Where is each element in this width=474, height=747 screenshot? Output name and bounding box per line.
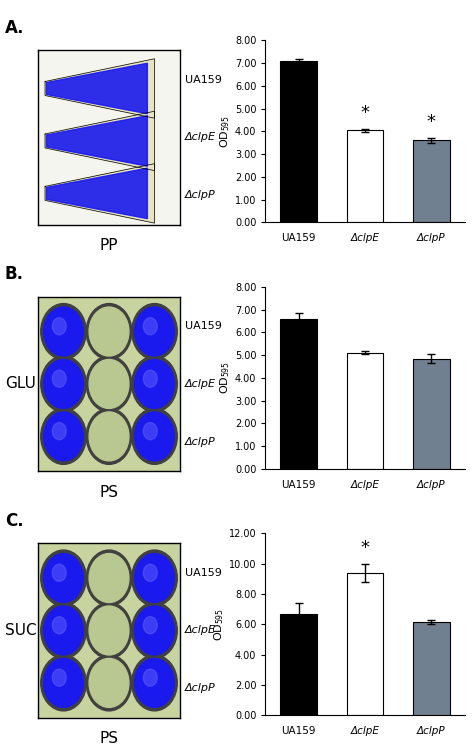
Circle shape: [86, 303, 132, 359]
Circle shape: [44, 307, 83, 356]
Circle shape: [143, 317, 157, 335]
Bar: [413, 622, 449, 716]
Text: UA159: UA159: [185, 321, 222, 331]
Circle shape: [89, 307, 129, 356]
Text: ΔclpE: ΔclpE: [351, 233, 379, 244]
Text: UA159: UA159: [185, 75, 222, 84]
Circle shape: [41, 303, 86, 359]
Text: UA159: UA159: [282, 726, 316, 737]
Text: ΔclpP: ΔclpP: [185, 684, 216, 693]
Circle shape: [52, 371, 66, 387]
Circle shape: [143, 371, 157, 387]
Polygon shape: [45, 59, 155, 118]
Text: C.: C.: [5, 512, 23, 530]
Polygon shape: [46, 63, 147, 114]
Circle shape: [135, 412, 174, 461]
Circle shape: [86, 356, 132, 412]
Bar: [413, 140, 449, 223]
Text: UA159: UA159: [282, 233, 316, 244]
Text: ΔclpE: ΔclpE: [185, 379, 216, 389]
Bar: [280, 61, 317, 223]
Bar: [346, 353, 383, 469]
Bar: [413, 359, 449, 469]
Text: *: *: [361, 105, 369, 123]
Circle shape: [86, 655, 132, 711]
Circle shape: [86, 603, 132, 658]
Circle shape: [52, 669, 66, 686]
Bar: [280, 319, 317, 469]
Circle shape: [143, 669, 157, 686]
Text: PS: PS: [100, 485, 118, 500]
Circle shape: [41, 409, 86, 465]
Polygon shape: [45, 111, 155, 170]
Circle shape: [135, 606, 174, 655]
Circle shape: [89, 412, 129, 461]
Text: GLU: GLU: [5, 376, 36, 391]
Circle shape: [89, 554, 129, 603]
Text: ΔclpE: ΔclpE: [351, 480, 379, 490]
Circle shape: [44, 554, 83, 603]
Text: ΔclpE: ΔclpE: [185, 132, 216, 143]
Circle shape: [86, 550, 132, 606]
Circle shape: [86, 409, 132, 465]
Text: ΔclpE: ΔclpE: [351, 726, 379, 737]
Y-axis label: OD$_{595}$: OD$_{595}$: [219, 115, 232, 148]
Circle shape: [44, 359, 83, 409]
Circle shape: [143, 617, 157, 633]
Text: ΔclpE: ΔclpE: [185, 625, 216, 636]
Text: UA159: UA159: [282, 480, 316, 490]
Polygon shape: [46, 116, 147, 166]
Circle shape: [52, 317, 66, 335]
Text: ΔclpP: ΔclpP: [417, 480, 446, 490]
Circle shape: [135, 359, 174, 409]
Y-axis label: OD$_{595}$: OD$_{595}$: [219, 362, 232, 394]
Circle shape: [41, 356, 86, 412]
Circle shape: [52, 423, 66, 440]
Text: PP: PP: [100, 238, 118, 253]
Bar: [280, 614, 317, 716]
Polygon shape: [45, 164, 155, 223]
Circle shape: [132, 550, 177, 606]
Circle shape: [132, 303, 177, 359]
Circle shape: [44, 412, 83, 461]
Circle shape: [132, 603, 177, 658]
Text: A.: A.: [5, 19, 24, 37]
Bar: [346, 573, 383, 716]
Circle shape: [89, 359, 129, 409]
Circle shape: [44, 606, 83, 655]
Text: *: *: [361, 539, 369, 557]
Bar: [346, 130, 383, 223]
Circle shape: [132, 409, 177, 465]
Text: SUC: SUC: [5, 623, 36, 638]
Circle shape: [41, 655, 86, 711]
Text: *: *: [427, 114, 436, 131]
Circle shape: [41, 603, 86, 658]
Text: ΔclpP: ΔclpP: [417, 726, 446, 737]
Y-axis label: OD$_{595}$: OD$_{595}$: [212, 608, 226, 641]
Circle shape: [41, 550, 86, 606]
Text: UA159: UA159: [185, 568, 222, 577]
Circle shape: [135, 307, 174, 356]
Polygon shape: [46, 168, 147, 219]
Circle shape: [89, 606, 129, 655]
Circle shape: [132, 655, 177, 711]
Circle shape: [143, 564, 157, 581]
Text: B.: B.: [5, 265, 24, 283]
Circle shape: [132, 356, 177, 412]
Text: PS: PS: [100, 731, 118, 746]
Circle shape: [143, 423, 157, 440]
Text: ΔclpP: ΔclpP: [185, 437, 216, 447]
Circle shape: [44, 658, 83, 707]
Circle shape: [135, 554, 174, 603]
Text: ΔclpP: ΔclpP: [417, 233, 446, 244]
Circle shape: [135, 658, 174, 707]
Circle shape: [89, 658, 129, 707]
Text: ΔclpP: ΔclpP: [185, 190, 216, 200]
Circle shape: [52, 617, 66, 633]
Circle shape: [52, 564, 66, 581]
